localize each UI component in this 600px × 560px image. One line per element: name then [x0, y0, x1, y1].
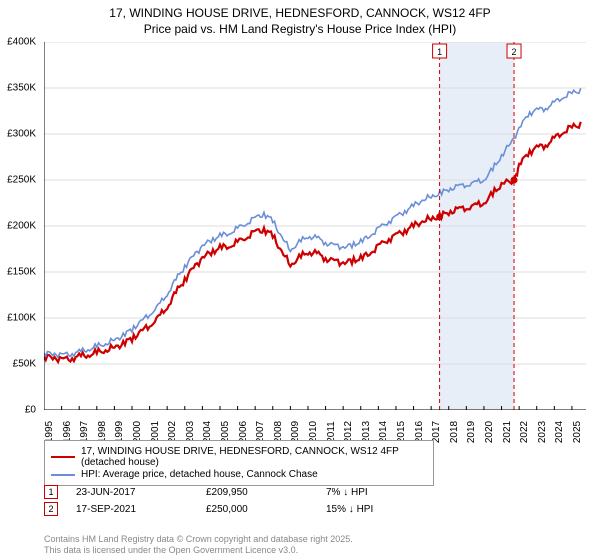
x-tick-label: 2025 — [572, 421, 583, 443]
title-line1: 17, WINDING HOUSE DRIVE, HEDNESFORD, CAN… — [0, 6, 600, 22]
x-tick-label: 2023 — [537, 421, 548, 443]
legend-row: 17, WINDING HOUSE DRIVE, HEDNESFORD, CAN… — [51, 446, 427, 468]
marker-dot-1 — [436, 213, 443, 220]
transactions-table: 1 23-JUN-2017£209,9507% ↓ HPI 2 17-SEP-2021… — [44, 482, 373, 519]
chart-svg: 12 — [44, 42, 586, 410]
y-tick-label: £200K — [7, 221, 36, 232]
chart-container: 17, WINDING HOUSE DRIVE, HEDNESFORD, CAN… — [0, 0, 600, 560]
legend: 17, WINDING HOUSE DRIVE, HEDNESFORD, CAN… — [44, 440, 434, 486]
title-block: 17, WINDING HOUSE DRIVE, HEDNESFORD, CAN… — [0, 0, 600, 37]
transaction-num-box: 1 — [44, 485, 58, 499]
marker-num-1: 1 — [437, 47, 442, 57]
credits: Contains HM Land Registry data © Crown c… — [44, 534, 353, 556]
y-tick-label: £250K — [7, 175, 36, 186]
x-tick-label: 2020 — [484, 421, 495, 443]
transaction-date: 17-SEP-2021 — [76, 504, 206, 515]
y-tick-label: £0 — [25, 405, 36, 416]
transaction-date: 23-JUN-2017 — [76, 487, 206, 498]
x-tick-label: 2018 — [449, 421, 460, 443]
legend-swatch — [51, 456, 75, 458]
transaction-delta: 15% ↓ HPI — [326, 504, 373, 515]
y-tick-label: £50K — [13, 359, 36, 370]
title-line2: Price paid vs. HM Land Registry's House … — [0, 22, 600, 38]
x-tick-label: 2022 — [519, 421, 530, 443]
y-tick-label: £350K — [7, 83, 36, 94]
marker-num-2: 2 — [512, 47, 517, 57]
marker-dot-2 — [511, 177, 518, 184]
x-tick-label: 2019 — [466, 421, 477, 443]
y-axis: £0£50K£100K£150K£200K£250K£300K£350K£400… — [0, 42, 40, 410]
transaction-price: £250,000 — [206, 504, 326, 515]
x-tick-label: 2024 — [554, 421, 565, 443]
transaction-delta: 7% ↓ HPI — [326, 487, 368, 498]
transaction-num-box: 2 — [44, 502, 58, 516]
x-axis: 1995199619971998199920002001200220032004… — [44, 412, 586, 436]
y-tick-label: £150K — [7, 267, 36, 278]
y-tick-label: £100K — [7, 313, 36, 324]
y-tick-label: £300K — [7, 129, 36, 140]
legend-swatch — [51, 474, 75, 476]
credits-line2: This data is licensed under the Open Gov… — [44, 545, 353, 556]
legend-label: 17, WINDING HOUSE DRIVE, HEDNESFORD, CAN… — [81, 446, 427, 468]
transaction-row: 1 23-JUN-2017£209,9507% ↓ HPI — [44, 485, 373, 499]
transaction-price: £209,950 — [206, 487, 326, 498]
y-tick-label: £400K — [7, 37, 36, 48]
x-tick-label: 2021 — [502, 421, 513, 443]
credits-line1: Contains HM Land Registry data © Crown c… — [44, 534, 353, 545]
legend-label: HPI: Average price, detached house, Cann… — [81, 469, 318, 480]
plot-area: 12 — [44, 42, 586, 410]
legend-row: HPI: Average price, detached house, Cann… — [51, 469, 427, 480]
transaction-row: 2 17-SEP-2021£250,00015% ↓ HPI — [44, 502, 373, 516]
